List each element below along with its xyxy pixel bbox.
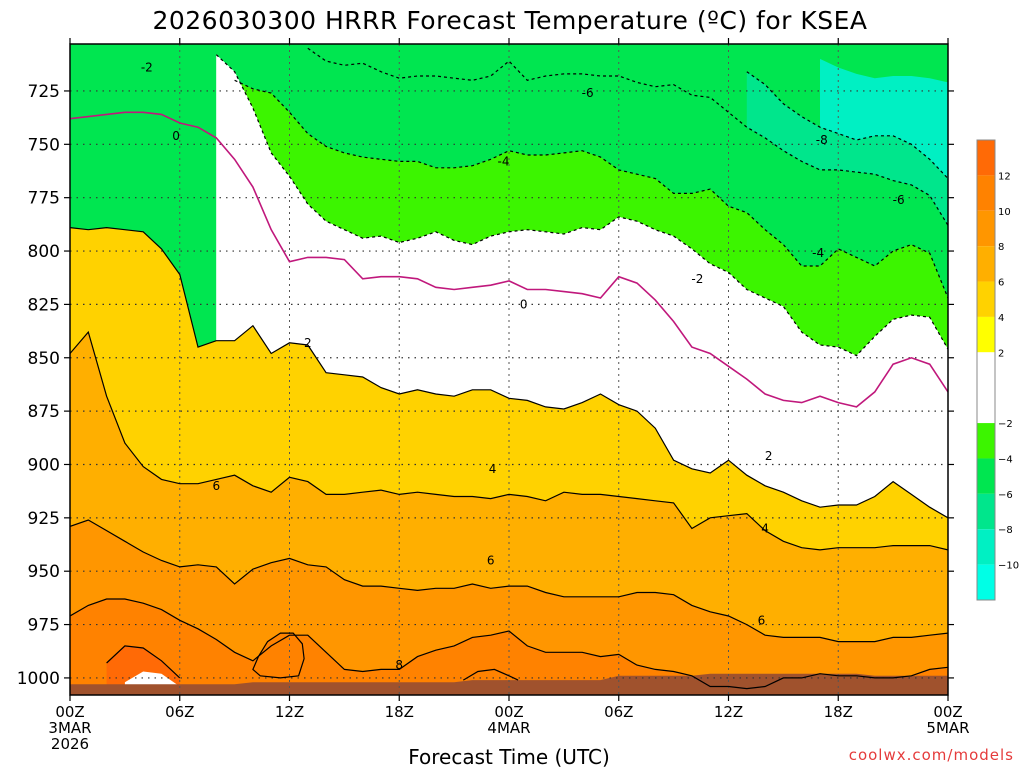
contour-label-15: -6 <box>893 193 905 207</box>
colorbar-tick-label-5: 2 <box>998 348 1004 359</box>
x-tick-label-2-0: 12Z <box>275 703 304 721</box>
contour-line-0-0 <box>70 111 948 408</box>
y-tick-label-750: 750 <box>28 135 60 155</box>
contour-labels: -2 0 2 6 8 -6 -4 0 4 6 -2 2 4 6 -8 -6 -4 <box>141 60 905 672</box>
colorbar-swatch-9 <box>977 493 995 530</box>
colorbar-swatch-0 <box>977 140 995 176</box>
ground-fill <box>70 673 948 695</box>
grid-lines <box>70 44 948 695</box>
x-tick-label-0-2: 2026 <box>51 735 89 753</box>
contour-label-8: 4 <box>489 462 497 476</box>
colorbar-frame <box>976 139 996 601</box>
contour-label-5: -6 <box>582 86 594 100</box>
colorbar-swatch-4 <box>977 281 995 317</box>
colorbar-tick-label-0: 12 <box>998 171 1011 182</box>
x-tick-label-5-0: 06Z <box>604 703 633 721</box>
contour-line--8-0 <box>746 71 948 179</box>
y-tick-label-800: 800 <box>28 242 60 262</box>
contour-label-11: 2 <box>765 449 773 463</box>
x-axis-label: Forecast Time (UTC) <box>408 745 610 768</box>
y-tick-label-925: 925 <box>28 509 60 529</box>
x-tick-label-8-0: 00Z <box>933 703 962 721</box>
plot-fill-group <box>70 44 948 695</box>
contour-lines <box>70 47 948 690</box>
contour-label-1: 0 <box>172 129 180 143</box>
y-tick-label-850: 850 <box>28 349 60 369</box>
contour-line-extra-10-0 <box>252 632 305 679</box>
colorbar-swatch-2 <box>977 210 995 247</box>
x-tick-label-0-0: 00Z <box>55 703 84 721</box>
contour-label-6: -4 <box>498 154 510 168</box>
y-tick-label-875: 875 <box>28 402 60 422</box>
contour-label-16: -4 <box>812 246 824 260</box>
x-tick-label-8-1: 5MAR <box>926 719 969 737</box>
y-tick-label-1000: 1000 <box>17 669 60 689</box>
contour-line-10-0 <box>106 645 181 679</box>
colorbar-tick-label-6: −2 <box>998 419 1013 430</box>
x-tick-label-3-0: 18Z <box>385 703 414 721</box>
colorbar-swatch-10 <box>977 529 995 565</box>
contour-label-9: 6 <box>487 554 495 568</box>
fill-region-0 <box>252 633 305 678</box>
colorbar-swatch-5 <box>977 316 995 353</box>
colorbar-tick-label-1: 10 <box>998 207 1011 218</box>
contour-line-6-0 <box>70 519 948 643</box>
colorbar: 12 10 8 6 4 2 −2 −4 −6 −8 −10 <box>976 139 1019 601</box>
y-tick-label-950: 950 <box>28 562 60 582</box>
contour-label-3: 6 <box>213 479 221 493</box>
x-tick-label-7-0: 18Z <box>824 703 853 721</box>
y-tick-label-775: 775 <box>28 189 60 209</box>
contour-line-8-0 <box>70 598 948 690</box>
colorbar-tick-label-4: 4 <box>998 313 1004 324</box>
plot-area: -2 0 2 6 8 -6 -4 0 4 6 -2 2 4 6 -8 -6 -4 725 750 775 800 825 8… <box>17 38 970 753</box>
credit-text: coolwx.com/models <box>849 746 1014 764</box>
colorbar-tick-label-3: 6 <box>998 278 1004 289</box>
contour-label-0: -2 <box>141 60 153 74</box>
colorbar-swatch-7 <box>977 423 995 459</box>
colorbar-tick-label-8: −6 <box>998 490 1013 501</box>
contour-line--4-0 <box>234 79 948 299</box>
colorbar-swatch-6 <box>977 352 995 424</box>
contour-label-14: -8 <box>816 133 828 147</box>
x-tick-label-4-1: 4MAR <box>487 719 530 737</box>
colorbar-swatch-8 <box>977 458 995 494</box>
x-tick-label-6-0: 12Z <box>714 703 743 721</box>
contour-label-10: -2 <box>691 272 703 286</box>
x-tick-label-4-0: 00Z <box>494 703 523 721</box>
y-tick-label-725: 725 <box>28 82 60 102</box>
x-tick-label-0-1: 3MAR <box>48 719 91 737</box>
colorbar-tick-label-9: −8 <box>998 525 1013 536</box>
colorbar-swatch-11 <box>977 564 995 600</box>
colorbar-tick-label-10: −10 <box>998 561 1019 572</box>
x-tick-label-1-0: 06Z <box>165 703 194 721</box>
colorbar-tick-label-2: 8 <box>998 242 1004 253</box>
contour-label-13: 6 <box>758 613 766 627</box>
contour-label-4: 8 <box>395 658 403 672</box>
chart-title: 2026030300 HRRR Forecast Temperature (ºC… <box>152 6 867 35</box>
y-tick-label-900: 900 <box>28 455 60 475</box>
contour-label-2: 2 <box>304 336 312 350</box>
colorbar-swatch-1 <box>977 175 995 211</box>
contour-label-12: 4 <box>761 522 769 536</box>
colorbar-tick-label-7: −4 <box>998 454 1013 465</box>
colorbar-swatch-3 <box>977 246 995 282</box>
y-tick-label-825: 825 <box>28 295 60 315</box>
y-tick-label-975: 975 <box>28 616 60 636</box>
contour-line-extra-10-1 <box>462 668 519 681</box>
contour-line-2-0 <box>70 226 948 519</box>
contour-label-7: 0 <box>520 297 528 311</box>
contour-line-4-0 <box>70 330 948 551</box>
contour-line--6-0 <box>307 47 948 226</box>
